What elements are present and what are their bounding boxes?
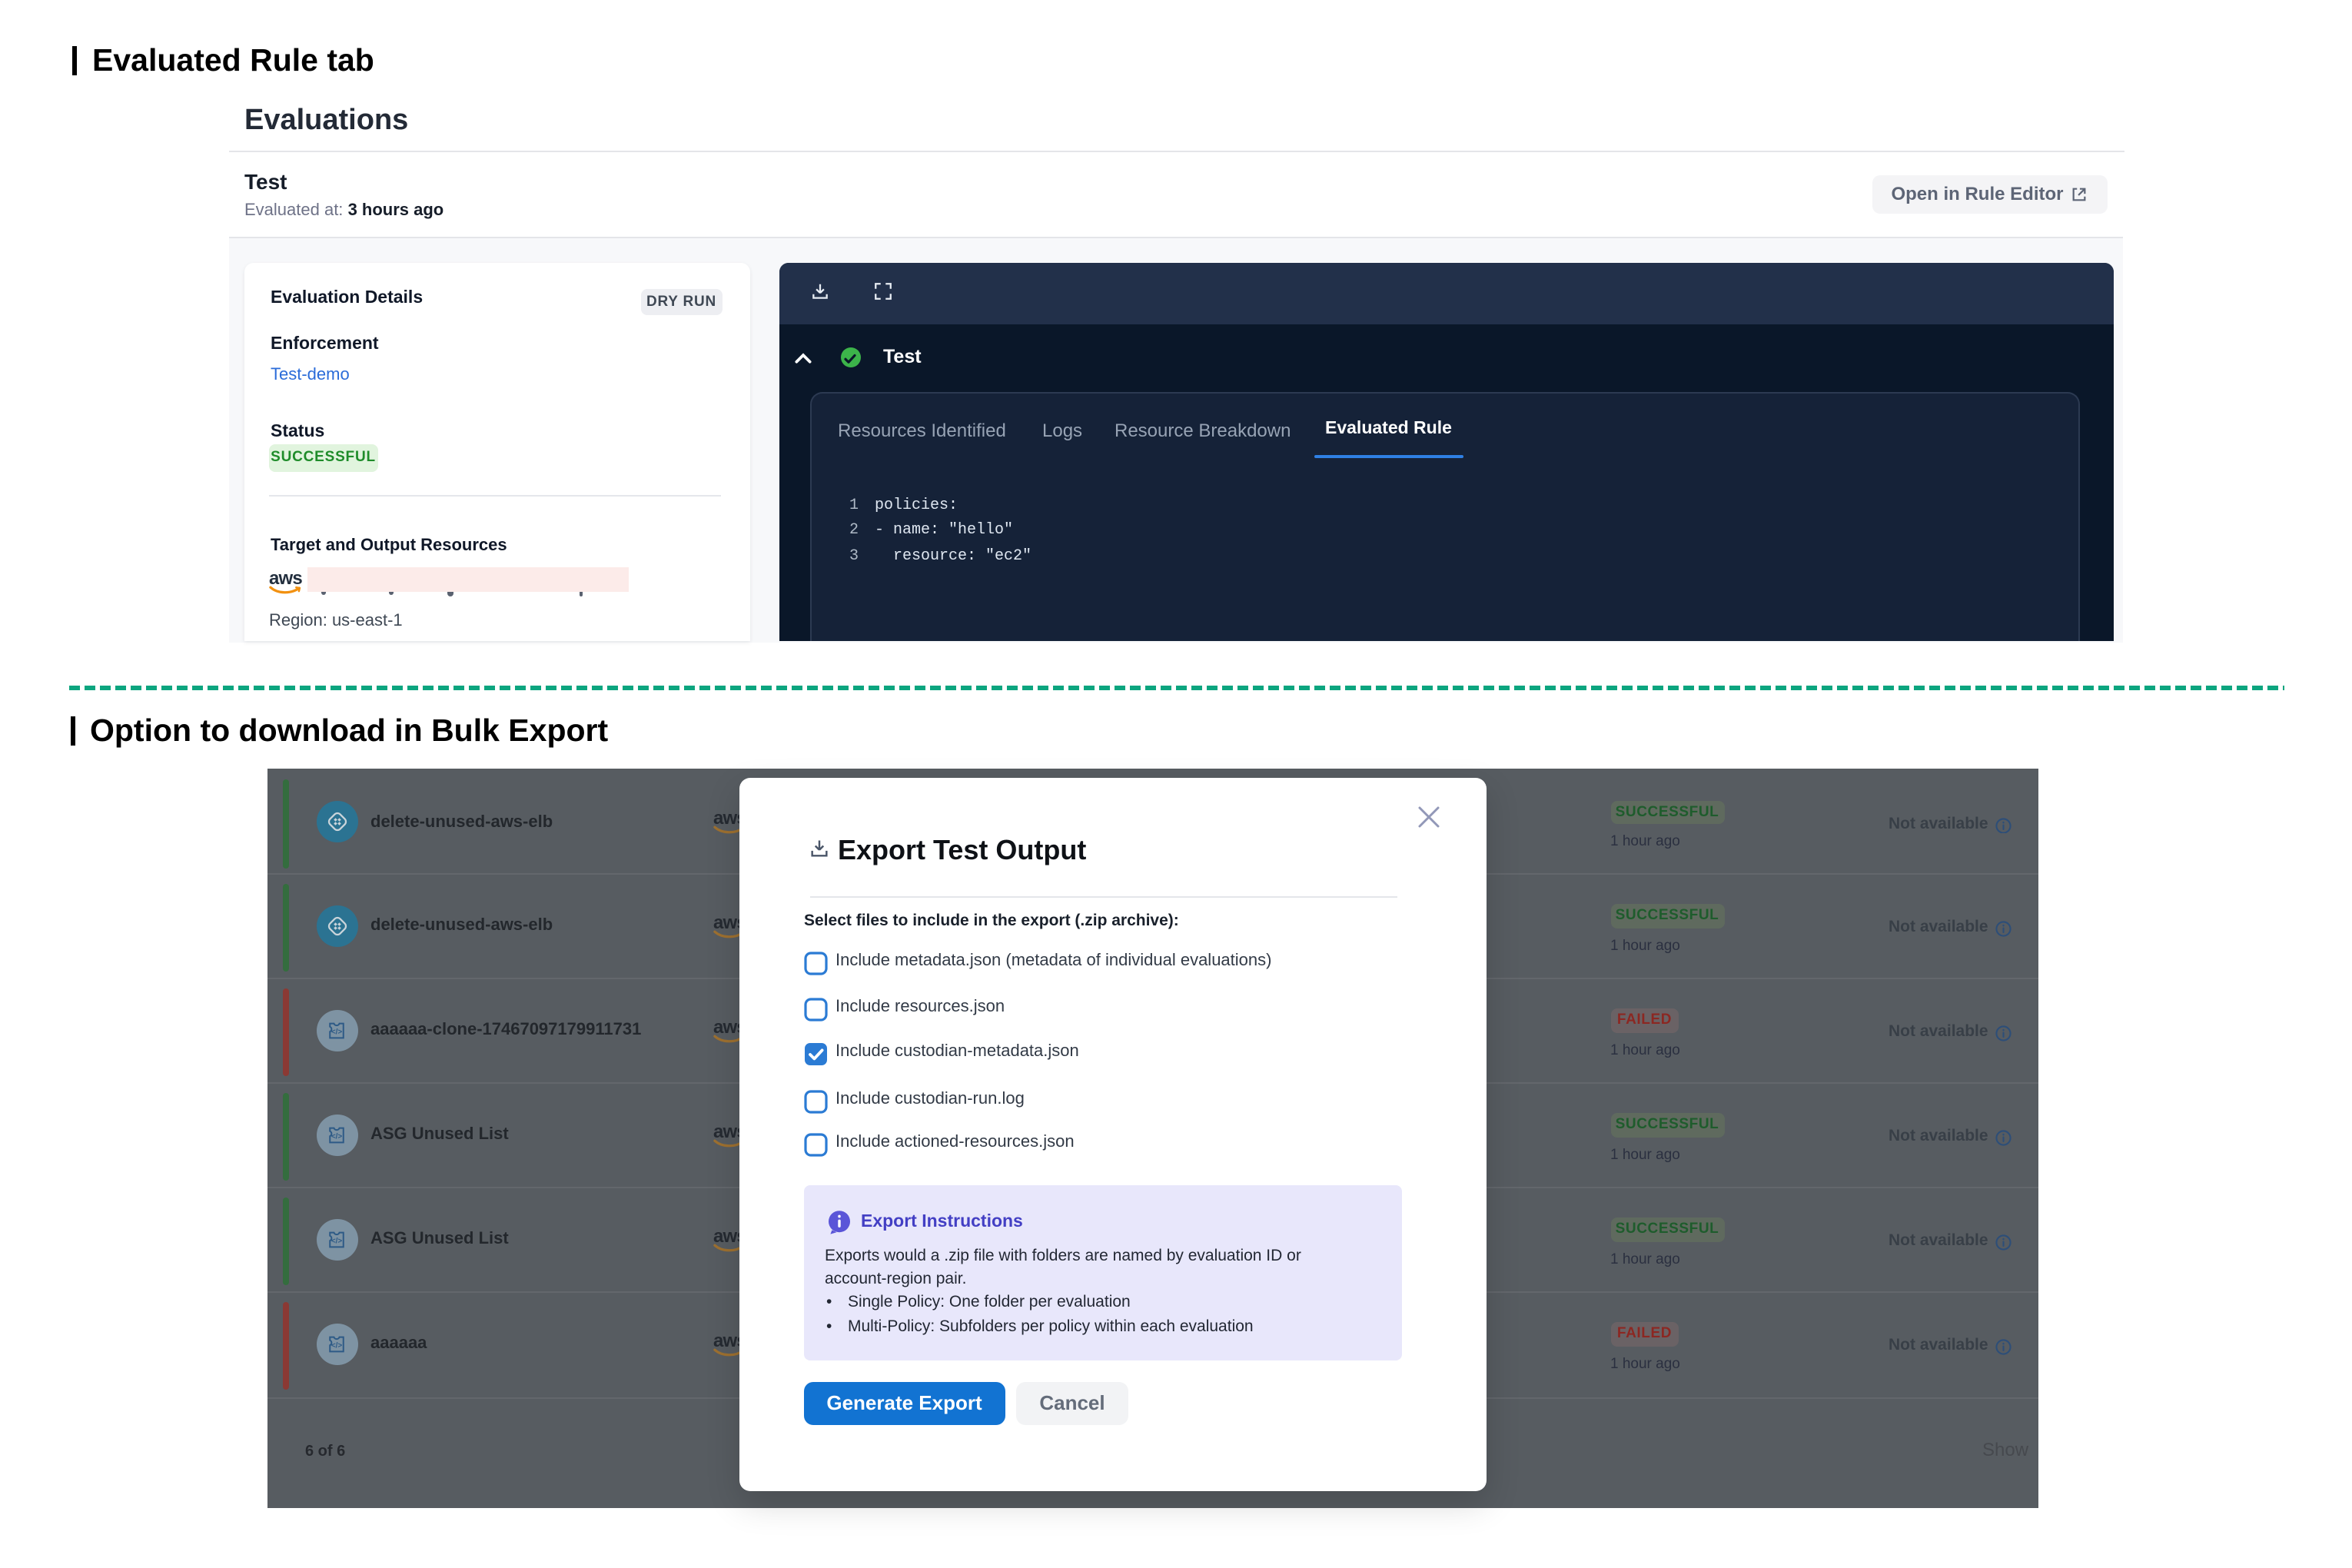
svg-text:</>: </> — [331, 1237, 343, 1245]
svg-text:</>: </> — [331, 1341, 343, 1350]
svg-text:</>: </> — [331, 1132, 343, 1141]
svg-text:</>: </> — [331, 1028, 343, 1036]
